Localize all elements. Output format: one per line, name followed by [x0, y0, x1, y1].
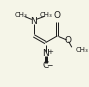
- Text: N: N: [31, 17, 37, 26]
- Text: CH₃: CH₃: [14, 12, 27, 18]
- Text: CH₃: CH₃: [40, 12, 53, 18]
- Text: C: C: [42, 61, 49, 70]
- Text: CH₃: CH₃: [75, 47, 88, 53]
- Text: O: O: [54, 11, 61, 20]
- Text: O: O: [64, 36, 71, 45]
- Text: −: −: [47, 61, 53, 70]
- Text: N: N: [42, 50, 49, 58]
- Text: +: +: [47, 49, 53, 55]
